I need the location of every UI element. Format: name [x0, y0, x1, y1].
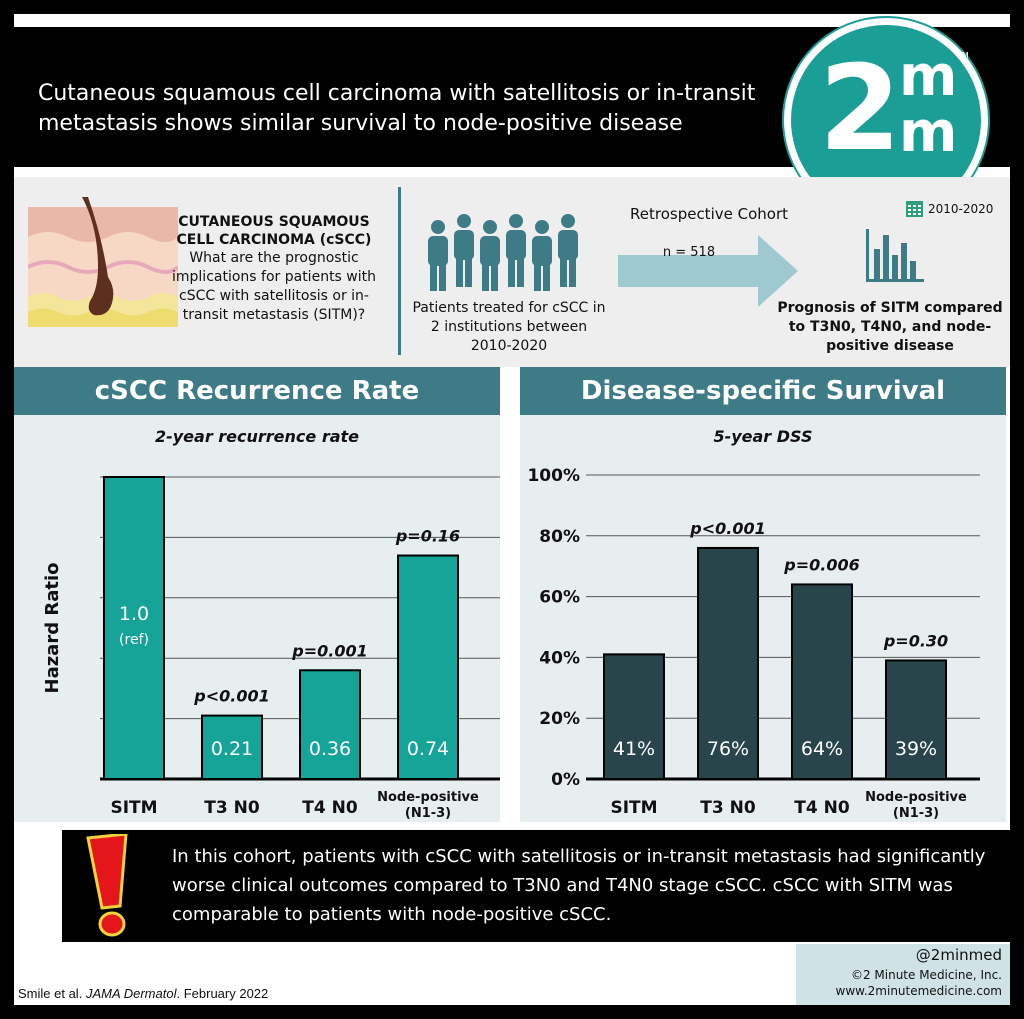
logo-digit: 2 [819, 39, 902, 177]
p-value-label: p=0.006 [783, 555, 859, 574]
x-tick-label: Node-positive (N1-3) [377, 790, 479, 821]
x-tick-label: SITM [110, 798, 157, 818]
citation: Smile et al. JAMA Dermatol. February 202… [18, 986, 268, 1001]
arrow-right-icon [618, 235, 798, 307]
citation-journal: JAMA Dermatol [85, 986, 177, 1001]
logo-letter-bottom: m [899, 100, 958, 165]
recurrence-bar-chart: Hazard Ratio 1.0 (ref) SITM 0.21 p<0.001 T3 N0… [42, 476, 500, 821]
x-tick-label: T3 N0 [204, 798, 260, 818]
copyright: ©2 Minute Medicine, Inc. [850, 968, 1002, 982]
bar-value-label: 0.21 [211, 738, 253, 760]
bar-value-label: 0.74 [407, 738, 449, 760]
p-value-label: p=0.001 [291, 641, 367, 660]
y-tick-label: 60% [539, 588, 580, 608]
bar-value-label: 0.36 [309, 738, 351, 760]
page-title: Cutaneous squamous cell carcinoma with s… [38, 81, 756, 136]
years-label: 2010-2020 [928, 202, 994, 216]
social-handle: @2minmed [915, 946, 1002, 964]
x-tick-label: T4 N0 [794, 798, 850, 818]
people-group-icon [428, 214, 578, 291]
brand-footer: @2minmed ©2 Minute Medicine, Inc. www.2m… [796, 944, 1010, 1005]
bar-value-label: (ref) [119, 632, 149, 648]
bar [885, 659, 947, 780]
calendar-icon [906, 201, 923, 217]
logo-trademark: TM [957, 51, 969, 60]
recurrence-panel: cSCC Recurrence Rate 2-year recurrence r… [14, 367, 500, 822]
x-tick-label: Node-positive (N1-3) [865, 790, 967, 821]
x-tick-label: SITM [610, 798, 657, 818]
bar [397, 554, 459, 780]
bar [201, 714, 263, 780]
citation-authors: Smile et al. [18, 986, 83, 1001]
recurrence-chart-title: 2-year recurrence rate [154, 427, 360, 446]
bar [103, 476, 165, 780]
section-divider [398, 187, 401, 355]
recurrence-panel-header: cSCC Recurrence Rate [14, 367, 500, 415]
y-tick-label: 40% [539, 648, 580, 668]
y-tick-label: 20% [539, 709, 580, 729]
website-url: www.2minutemedicine.com [835, 984, 1003, 998]
years-badge: 2010-2020 [906, 200, 998, 218]
bar-value-label: 1.0 [119, 603, 149, 625]
p-value-label: p<0.001 [193, 687, 269, 706]
prognosis-comparison: Prognosis of SITM compared to T3N0, T4N0… [777, 300, 1003, 354]
bar-value-label: 76% [707, 738, 749, 760]
bar [791, 583, 853, 780]
dss-bar-chart: 0% 20% 40% 60% 80% 100% 41% SITM 76% p<0.001 T3 N0… [527, 466, 980, 821]
study-info-band: CUTANEOUS SQUAMOUS CELL CARCINOMA (cSCC)… [14, 177, 1010, 367]
p-value-label: p<0.001 [689, 519, 765, 538]
p-value-label: p=0.30 [883, 631, 948, 650]
y-tick-label: 80% [539, 527, 580, 547]
p-value-label: p=0.16 [395, 527, 460, 546]
cohort-label: Retrospective Cohort [630, 205, 788, 223]
y-tick-label: 0% [551, 770, 580, 790]
infographic-canvas: Cutaneous squamous cell carcinoma with s… [14, 14, 1010, 1005]
bar-value-label: 64% [801, 738, 843, 760]
sample-size: n = 518 [662, 245, 716, 260]
cscc-title: CUTANEOUS SQUAMOUS CELL CARCINOMA (cSCC) [176, 214, 372, 248]
citation-date: . February 2022 [176, 986, 269, 1001]
logo-letter-top: m [899, 44, 958, 109]
dss-panel: Disease-specific Survival 5-year DSS 0% 2… [520, 367, 1006, 822]
skin-hair-follicle-icon [28, 197, 178, 327]
dss-panel-header: Disease-specific Survival [520, 367, 1006, 415]
cscc-question: What are the prognostic implications for… [172, 250, 376, 323]
bar [603, 653, 665, 780]
y-axis-label: Hazard Ratio [42, 562, 63, 693]
bar-chart-icon [866, 229, 924, 282]
bar [697, 546, 759, 780]
dss-chart-title: 5-year DSS [713, 427, 813, 446]
x-tick-label: T3 N0 [700, 798, 756, 818]
conclusion-text: In this cohort, patients with cSCC with … [172, 846, 986, 925]
conclusion-box: In this cohort, patients with cSCC with … [62, 830, 1010, 942]
x-tick-label: T4 N0 [302, 798, 358, 818]
bar-value-label: 39% [895, 738, 937, 760]
bar [299, 669, 361, 780]
bar-value-label: 41% [613, 738, 655, 760]
y-tick-label: 100% [527, 466, 580, 486]
exclamation-icon [86, 834, 128, 937]
patients-description: Patients treated for cSCC in 2 instituti… [412, 300, 606, 354]
